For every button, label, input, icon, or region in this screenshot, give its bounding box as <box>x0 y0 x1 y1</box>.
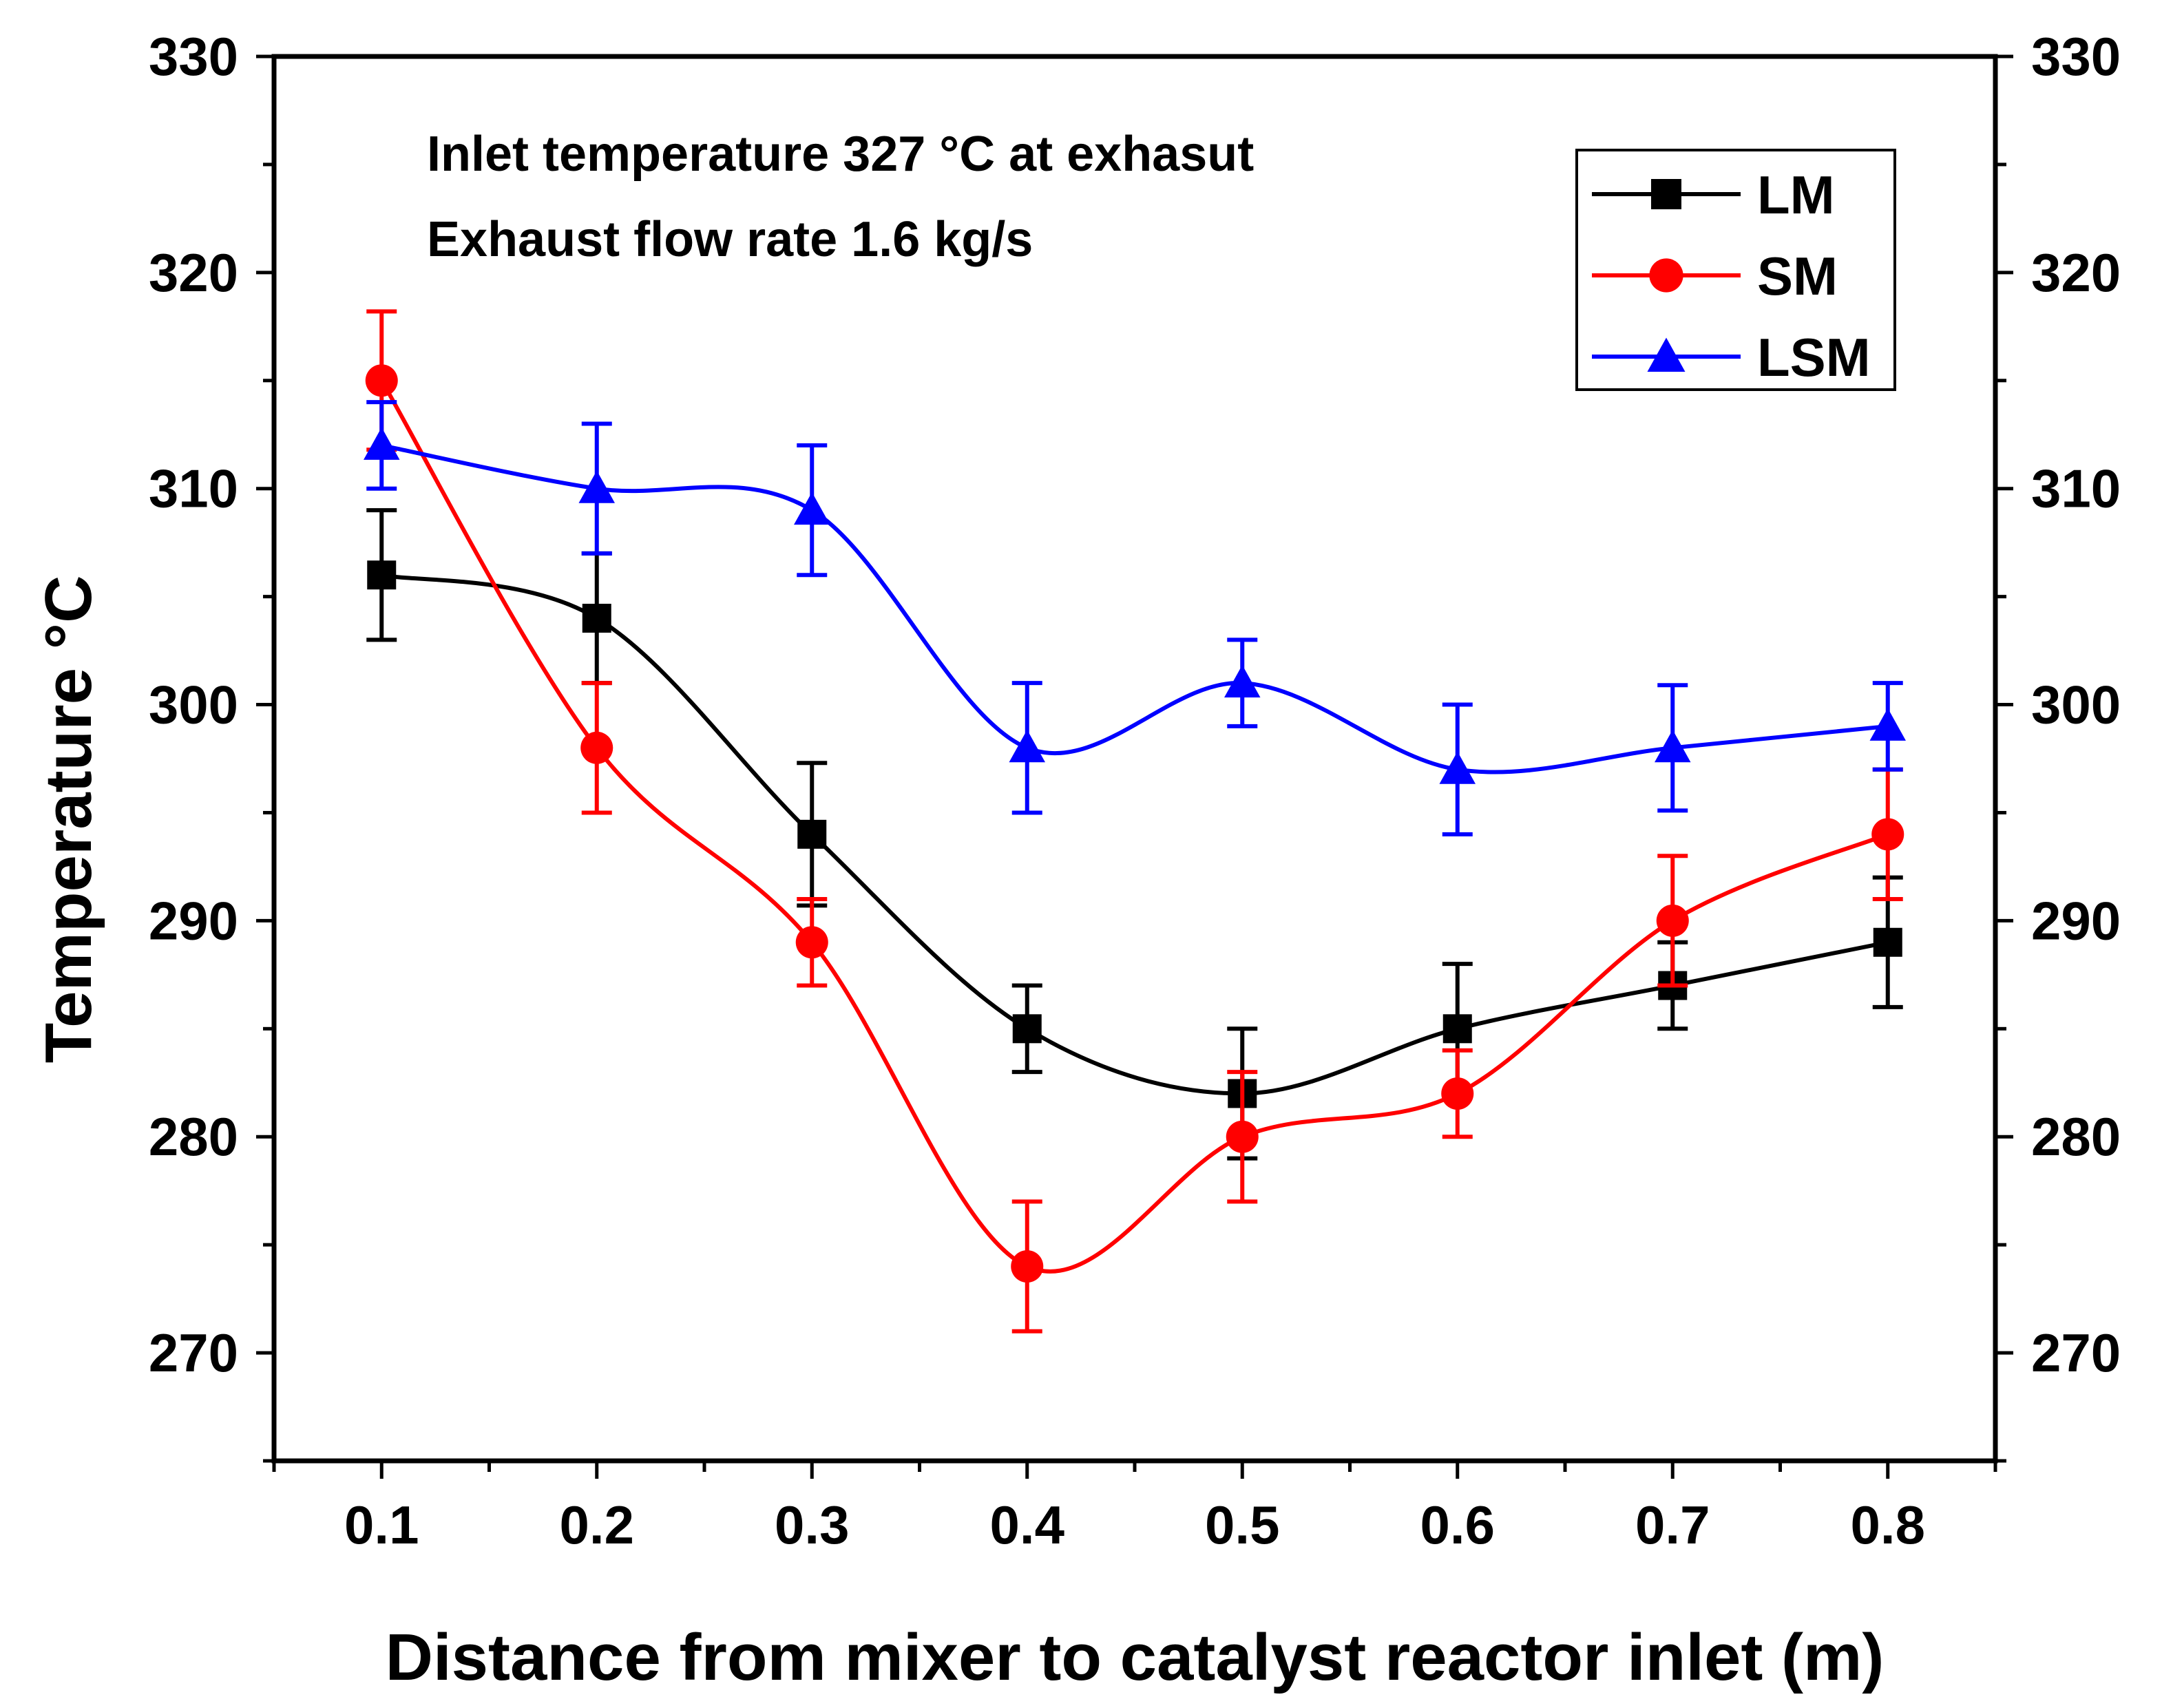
y-tick-label-left: 290 <box>149 890 238 951</box>
x-tick-label: 0.3 <box>775 1495 849 1555</box>
x-tick-label: 0.6 <box>1420 1495 1495 1555</box>
legend-label-lsm: LSM <box>1757 327 1871 388</box>
x-tick-label: 0.7 <box>1635 1495 1710 1555</box>
data-point-lsm <box>1655 730 1691 763</box>
data-point-lsm <box>578 470 615 503</box>
y-axis-title: Temperature °C <box>32 576 105 1064</box>
data-point-sm <box>1441 1077 1474 1110</box>
series-sm <box>365 309 1904 1333</box>
legend-item-lm: LM <box>1592 165 1835 225</box>
y-tick-label-right: 290 <box>2031 890 2121 951</box>
legend-label-sm: SM <box>1757 246 1838 306</box>
data-point-lm <box>1442 1014 1472 1044</box>
series-line-lsm <box>381 443 1889 774</box>
annotation-exhaust-flow-rate: Exhaust flow rate 1.6 kg/s <box>427 212 1033 267</box>
legend-marker-lsm <box>1647 337 1686 372</box>
data-point-lsm <box>1869 708 1906 741</box>
series-line-lm <box>381 573 1889 1096</box>
axis-tick-labels: 270 270 280 280 290 290 300 300 310 310 320 320 330 3… <box>149 26 2121 1555</box>
x-tick-label: 0.2 <box>560 1495 634 1555</box>
axis-ticks <box>256 54 2013 1479</box>
plot-frame <box>271 54 1998 1464</box>
x-tick-label: 0.4 <box>990 1495 1064 1555</box>
y-tick-label-left: 320 <box>149 242 238 303</box>
y-tick-label-right: 280 <box>2031 1106 2121 1167</box>
legend-item-sm: SM <box>1592 246 1838 306</box>
y-tick-label-right: 320 <box>2031 242 2121 303</box>
data-point-lm <box>582 604 611 633</box>
data-point-lsm <box>1439 751 1476 784</box>
series-lsm <box>364 400 1906 836</box>
y-tick-label-right: 270 <box>2031 1322 2121 1383</box>
legend-label-lm: LM <box>1757 165 1835 225</box>
x-tick-label: 0.8 <box>1851 1495 1925 1555</box>
y-tick-label-left: 300 <box>149 675 238 735</box>
series-layer <box>364 309 1906 1333</box>
x-tick-label: 0.1 <box>344 1495 419 1555</box>
data-point-lm <box>367 560 397 590</box>
legend-item-lsm: LSM <box>1592 327 1871 388</box>
y-tick-label-right: 330 <box>2031 26 2121 87</box>
data-point-sm <box>1011 1250 1044 1283</box>
data-point-sm <box>1226 1120 1259 1153</box>
legend-marker-sm <box>1649 258 1683 293</box>
data-point-lm <box>797 819 827 849</box>
data-point-lsm <box>1224 664 1261 698</box>
legend: LM SM LSM <box>1575 149 1896 391</box>
x-tick-label: 0.5 <box>1205 1495 1279 1555</box>
data-point-sm <box>795 926 828 959</box>
x-axis-title: Distance from mixer to catalyst reactor … <box>386 1621 1885 1694</box>
data-point-lm <box>1873 927 1902 957</box>
y-tick-label-left: 310 <box>149 458 238 519</box>
legend-marker-lm <box>1651 179 1681 209</box>
data-point-sm <box>365 364 398 397</box>
data-point-lsm <box>364 427 400 460</box>
y-tick-label-left: 270 <box>149 1322 238 1383</box>
y-tick-label-left: 330 <box>149 26 238 87</box>
data-point-sm <box>580 731 613 764</box>
data-point-lsm <box>1009 730 1045 763</box>
legend-items: LM SM LSM <box>1592 165 1871 388</box>
y-tick-label-right: 310 <box>2031 458 2121 519</box>
data-point-lsm <box>794 492 830 525</box>
legend-box <box>1575 149 1896 391</box>
data-point-sm <box>1656 904 1689 937</box>
annotation-inlet-temperature: Inlet temperature 327 °C at exhasut <box>427 127 1254 182</box>
y-tick-label-left: 280 <box>149 1106 238 1167</box>
y-tick-label-right: 300 <box>2031 675 2121 735</box>
data-point-sm <box>1871 818 1904 851</box>
data-point-lm <box>1012 1014 1042 1044</box>
